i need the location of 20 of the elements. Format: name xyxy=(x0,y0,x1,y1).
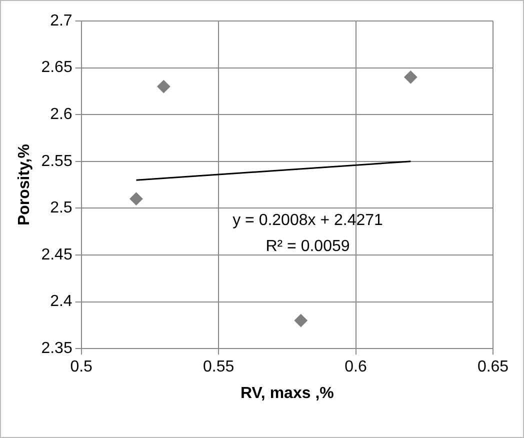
point xyxy=(404,70,418,84)
y-tick-label: 2.45 xyxy=(41,246,72,264)
x-tick-label: 0.5 xyxy=(70,358,93,376)
x-axis-title: RV, maxs ,% xyxy=(240,384,334,402)
y-tick-label: 2.65 xyxy=(41,59,72,76)
y-axis-title: Porosity,% xyxy=(16,144,34,226)
y-tick-label: 2.5 xyxy=(50,200,72,217)
x-tick-label: 0.6 xyxy=(344,358,367,376)
annotation: R² = 0.0059 xyxy=(266,238,350,256)
point xyxy=(130,192,143,206)
y-tick-label: 2.6 xyxy=(50,106,72,124)
x-tick-label: 0.55 xyxy=(202,358,234,376)
y-tick-label: 2.7 xyxy=(50,12,72,30)
point xyxy=(294,314,308,328)
x-tick-label: 0.65 xyxy=(477,358,509,376)
y-tick-label: 2.55 xyxy=(41,152,72,170)
annotation: y = 0.2008x + 2.4271 xyxy=(232,212,384,230)
point xyxy=(157,80,170,94)
y-tick-label: 2.4 xyxy=(50,293,72,310)
y-tick-label: 2.35 xyxy=(41,340,72,358)
